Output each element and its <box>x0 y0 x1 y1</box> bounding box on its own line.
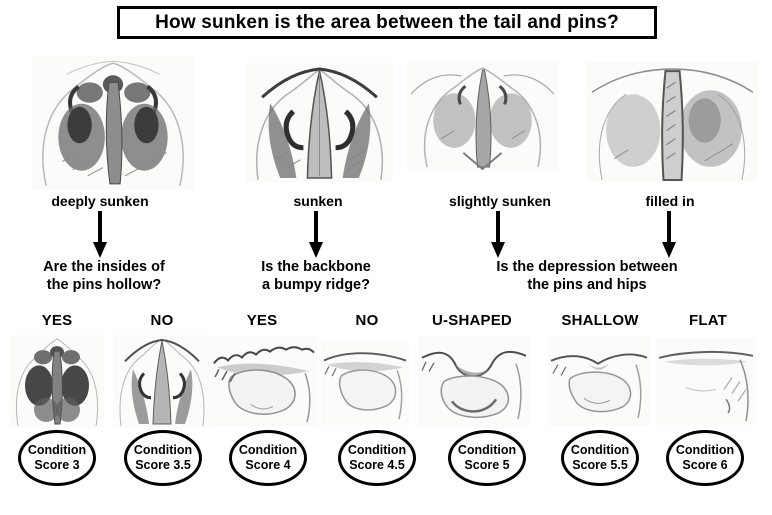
backbone-bumpy-yes-sketch <box>211 336 317 426</box>
down-arrow-icon <box>92 211 108 258</box>
down-arrow-icon <box>661 211 677 258</box>
answer-yes-2: YES <box>246 312 278 329</box>
rear-view-deeply-sunken-sketch <box>32 56 194 190</box>
score-label: Condition <box>570 443 630 457</box>
question-line: the pins hollow? <box>46 277 162 293</box>
score-value: Score 5 <box>464 458 510 472</box>
question-line: Is the depression between <box>496 259 678 275</box>
pins-hollow-no-sketch <box>113 335 211 428</box>
pins-hollow-yes-sketch <box>10 335 104 428</box>
down-arrow-icon <box>308 211 324 258</box>
answer-no-2: NO <box>355 312 379 329</box>
question-line: the pins and hips <box>527 277 647 293</box>
answer-yes-1: YES <box>41 312 73 329</box>
condition-score-3-oval: Condition Score 3 <box>18 430 96 486</box>
question-depression: Is the depression between the pins and h… <box>496 258 677 294</box>
score-label: Condition <box>238 443 298 457</box>
top-label-filled-in: filled in <box>645 193 695 209</box>
top-label-deeply-sunken: deeply sunken <box>51 193 149 209</box>
question-line: Is the backbone <box>261 259 371 275</box>
score-label: Condition <box>457 443 517 457</box>
depression-u-shaped-sketch <box>418 336 530 427</box>
page-title: How sunken is the area between the tail … <box>155 11 619 33</box>
rear-view-slightly-sunken-sketch <box>407 60 558 171</box>
question-backbone-bumpy: Is the backbone a bumpy ridge? <box>261 258 371 294</box>
score-value: Score 4.5 <box>349 458 405 472</box>
score-label: Condition <box>347 443 407 457</box>
question-line: a bumpy ridge? <box>262 277 370 293</box>
score-value: Score 3.5 <box>135 458 191 472</box>
top-label-slightly-sunken: slightly sunken <box>449 193 551 209</box>
title-box: How sunken is the area between the tail … <box>117 6 657 39</box>
condition-score-5-5-oval: Condition Score 5.5 <box>561 430 639 486</box>
score-value: Score 6 <box>682 458 728 472</box>
condition-score-4-oval: Condition Score 4 <box>229 430 307 486</box>
answer-no-1: NO <box>150 312 174 329</box>
score-value: Score 5.5 <box>572 458 628 472</box>
rear-view-sunken-sketch <box>246 63 393 182</box>
depression-flat-sketch <box>656 338 756 425</box>
backbone-bumpy-no-sketch <box>321 341 409 425</box>
score-value: Score 4 <box>245 458 291 472</box>
rear-view-filled-in-sketch <box>586 62 758 182</box>
answer-u-shaped: U-SHAPED <box>432 312 512 329</box>
question-pins-hollow: Are the insides of the pins hollow? <box>43 258 165 294</box>
answer-shallow: SHALLOW <box>561 312 639 329</box>
top-label-sunken: sunken <box>293 193 343 209</box>
score-value: Score 3 <box>34 458 80 472</box>
answer-flat: FLAT <box>688 312 728 329</box>
condition-score-4-5-oval: Condition Score 4.5 <box>338 430 416 486</box>
condition-score-6-oval: Condition Score 6 <box>666 430 744 486</box>
score-label: Condition <box>133 443 193 457</box>
question-line: Are the insides of <box>43 259 165 275</box>
score-label: Condition <box>27 443 87 457</box>
depression-shallow-sketch <box>548 337 650 426</box>
score-label: Condition <box>675 443 735 457</box>
down-arrow-icon <box>490 211 506 258</box>
condition-score-3-5-oval: Condition Score 3.5 <box>124 430 202 486</box>
condition-score-5-oval: Condition Score 5 <box>448 430 526 486</box>
